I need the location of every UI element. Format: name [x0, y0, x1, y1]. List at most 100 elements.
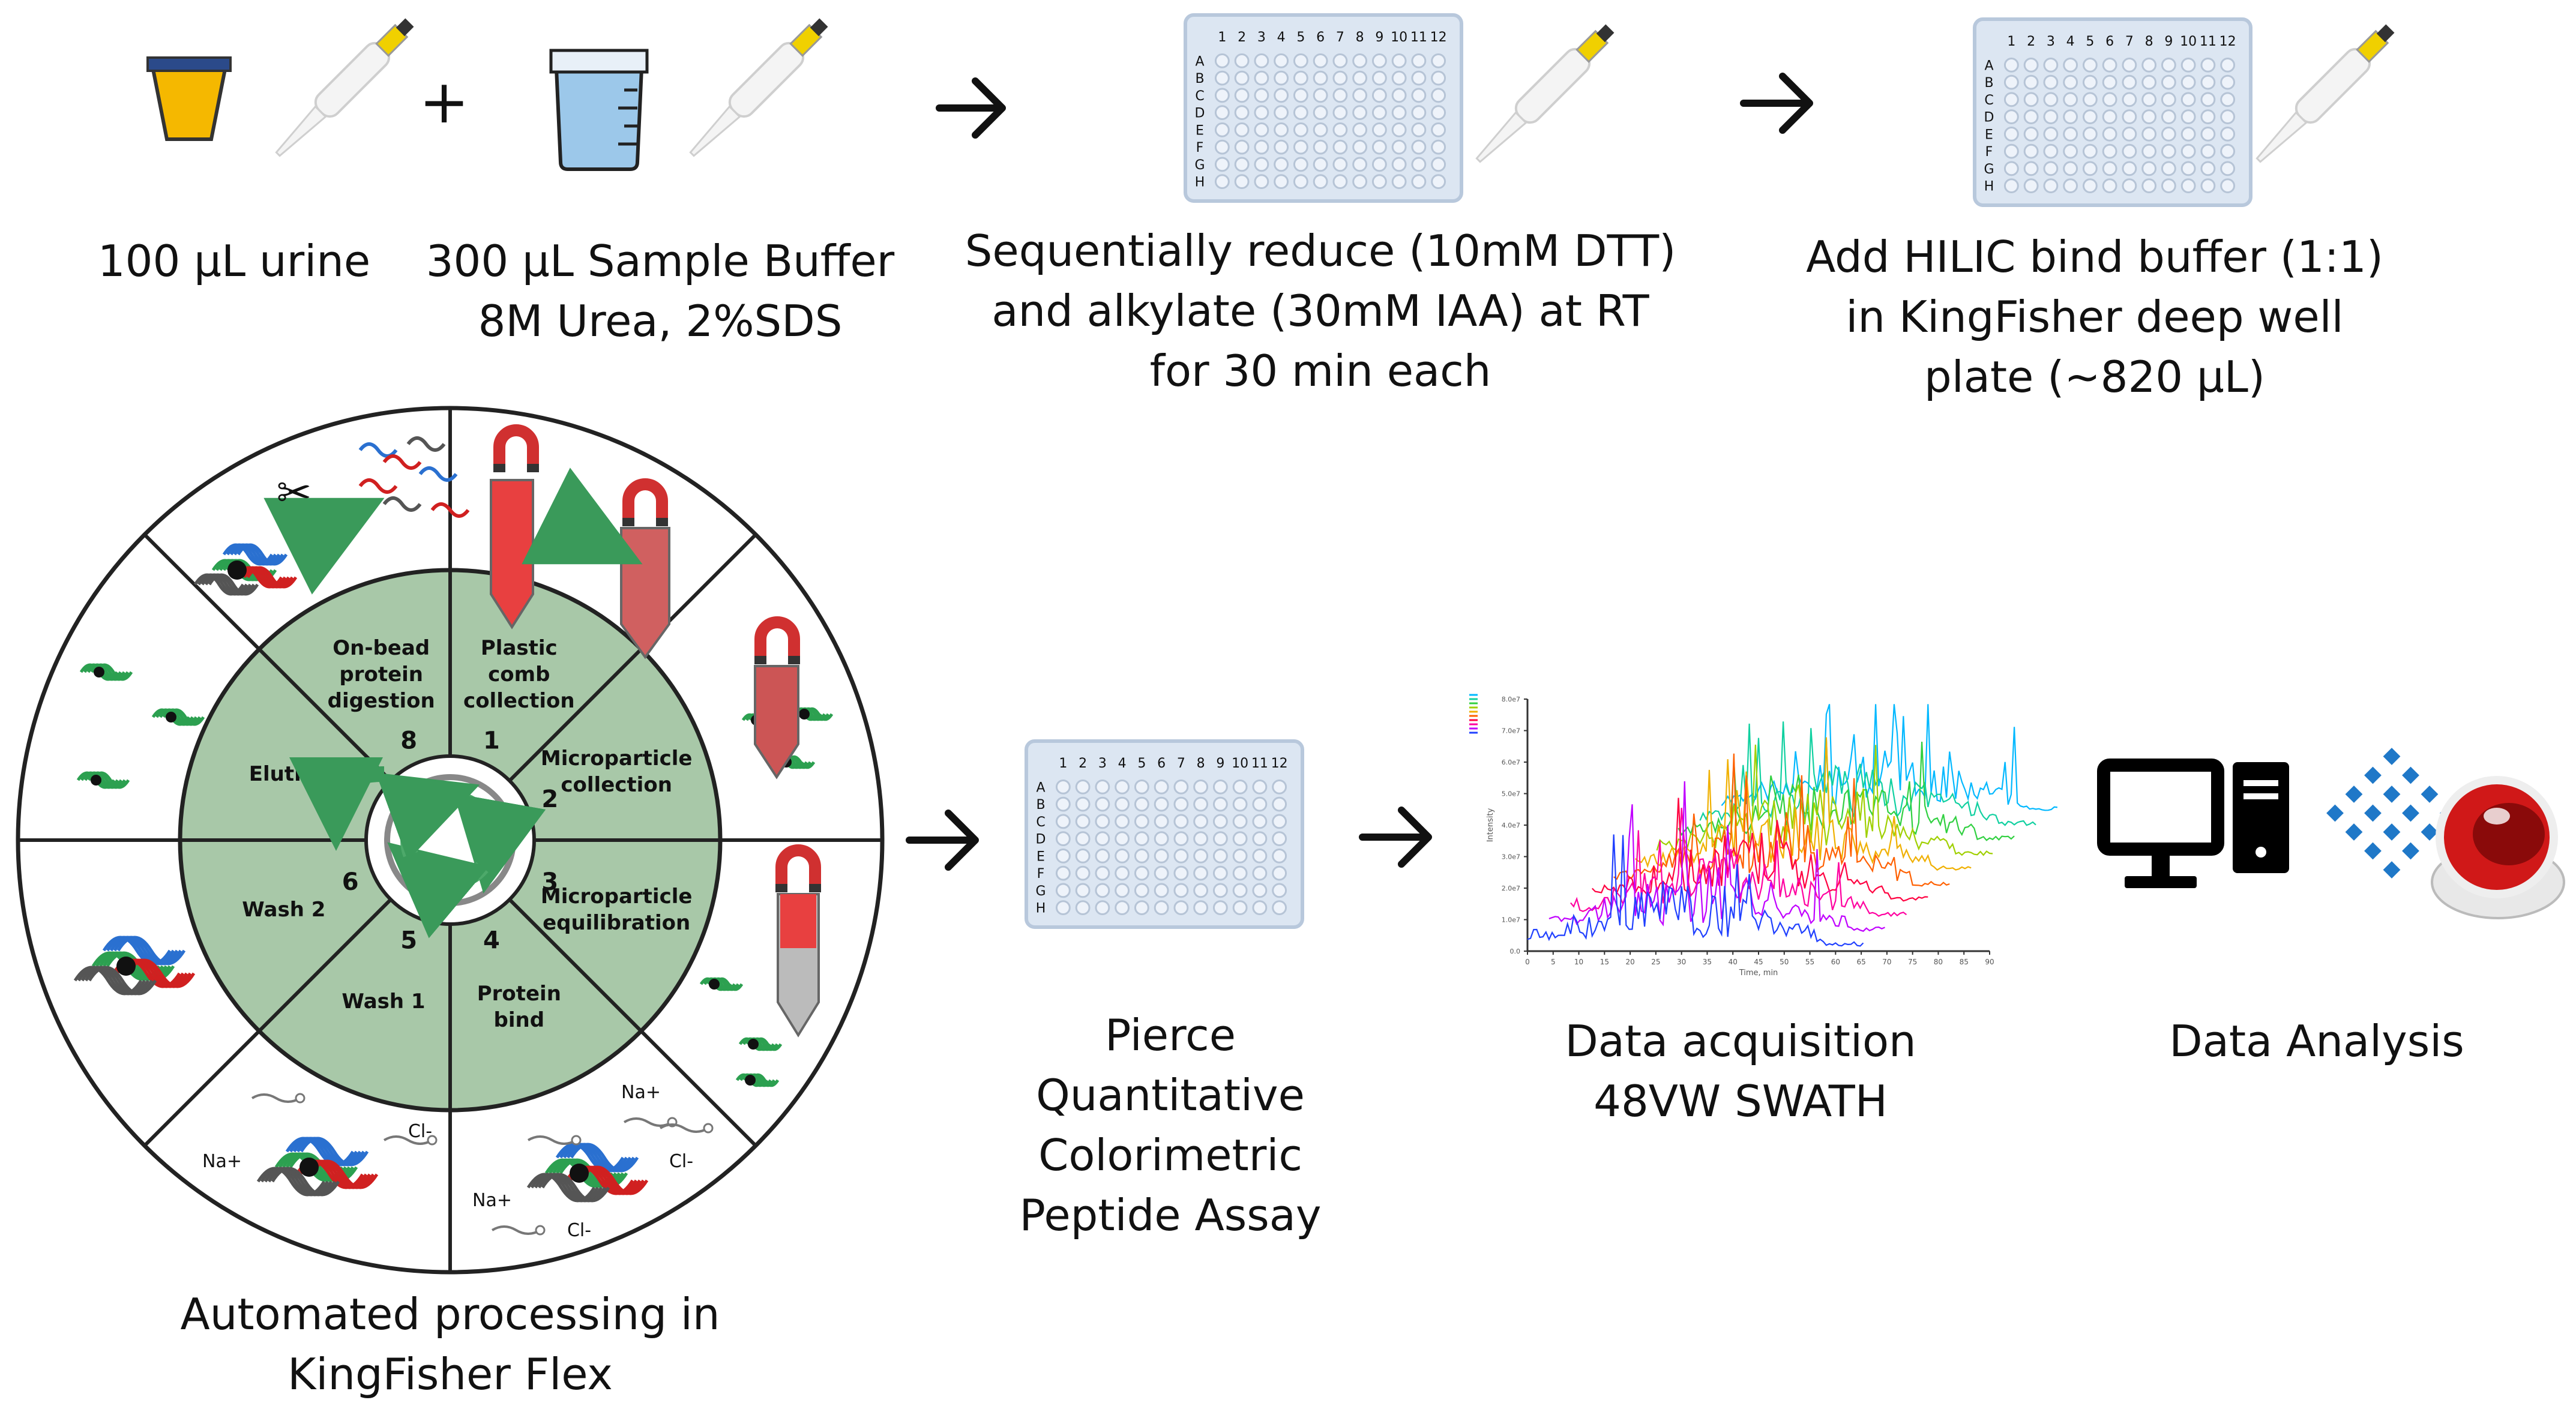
plate-well — [1332, 139, 1348, 155]
plate-well — [1371, 157, 1387, 172]
plate-well — [1252, 779, 1268, 795]
chart-y-tick-label: 7.0e7 — [1502, 727, 1520, 735]
plate-well — [1274, 105, 1289, 121]
computer-icon — [2097, 759, 2289, 888]
plate-well — [1293, 70, 1308, 86]
plate-well — [1134, 796, 1149, 812]
plate-well — [1272, 848, 1287, 864]
plate-well — [2043, 178, 2059, 194]
logo-diamond — [2421, 786, 2439, 803]
plate-well — [1371, 139, 1387, 155]
plate-well — [1134, 900, 1149, 916]
plate-row-label: C — [1195, 89, 1204, 104]
plate-well — [1431, 70, 1446, 86]
plate-well — [1313, 174, 1328, 190]
plate-well — [2082, 161, 2098, 176]
plate-well — [1154, 796, 1169, 812]
plate-well — [1293, 174, 1308, 190]
plate-well — [2161, 74, 2176, 90]
ion-label: Na+ — [621, 1082, 661, 1103]
kingfisher-caption: Automated processing in KingFisher Flex — [180, 1289, 720, 1399]
plate-well — [2220, 92, 2236, 107]
plate-column-label: 9 — [1375, 30, 1383, 45]
plate-well — [2220, 161, 2236, 176]
protein-complex-icon — [566, 1143, 636, 1173]
plate-well — [2043, 57, 2059, 73]
logo-diamond — [2345, 823, 2363, 841]
plate-row-label: F — [1985, 145, 1993, 160]
protein-cluster-icon — [91, 771, 130, 789]
plate-well — [2102, 57, 2117, 73]
plate-well — [2003, 57, 2019, 73]
plate-row-label: C — [1984, 93, 1993, 108]
plate-well — [2220, 57, 2236, 73]
plate-well — [1274, 88, 1289, 103]
plate-well — [1173, 814, 1189, 829]
chart-y-tick-label: 8.0e7 — [1502, 695, 1520, 703]
plate-well — [1431, 53, 1446, 68]
plate-well — [2003, 74, 2019, 90]
chart-y-tick-label: 2.0e7 — [1502, 885, 1520, 892]
plate-well — [1431, 174, 1446, 190]
plate-row-label: H — [1984, 179, 1994, 194]
wheel-segment-label: Plastic — [481, 636, 558, 660]
plate-well — [2141, 178, 2157, 194]
plate-well — [1134, 831, 1149, 847]
plate-well — [2141, 57, 2157, 73]
plate-column-label: 5 — [1137, 756, 1146, 771]
arrow-icon — [936, 77, 1006, 139]
plate-well — [1232, 831, 1248, 847]
plate-well — [2102, 92, 2117, 107]
plate-well — [1274, 157, 1289, 172]
recycle-arrow — [387, 842, 489, 939]
plate-well — [1173, 900, 1189, 916]
chart-y-tick-label: 1.0e7 — [1502, 916, 1520, 924]
ion-icon — [527, 1135, 577, 1145]
magnetic-bead-icon — [745, 1075, 756, 1086]
plate-well — [2220, 143, 2236, 159]
protein-complex-icon — [84, 966, 154, 996]
plate-well — [2180, 161, 2196, 176]
plate-well — [1313, 122, 1328, 137]
plate-well — [1272, 779, 1287, 795]
wheel-step-number: 3 — [541, 868, 558, 896]
plate-well — [2141, 74, 2157, 90]
plate-well — [2003, 143, 2019, 159]
plate-well — [2082, 178, 2098, 194]
chart-x-tick-label: 25 — [1651, 958, 1660, 966]
plate-well — [2161, 143, 2176, 159]
plate-row-label: E — [1196, 123, 1204, 138]
chart-x-tick-label: 55 — [1805, 958, 1814, 966]
plate-well — [1332, 70, 1348, 86]
plate-well — [2122, 126, 2137, 142]
plastic-comb-icon — [754, 665, 799, 780]
plate-well — [2122, 143, 2137, 159]
plate-well — [1214, 70, 1230, 86]
protein-cluster-icon — [166, 708, 205, 726]
plate-well — [2161, 109, 2176, 125]
plate-well — [2141, 92, 2157, 107]
plate-well — [2122, 178, 2137, 194]
plate-well — [1212, 883, 1228, 898]
plate-well — [1134, 779, 1149, 795]
plate-well — [1232, 865, 1248, 881]
plate-row-label: B — [1036, 798, 1045, 813]
plate-well — [1352, 122, 1368, 137]
plate-well — [1075, 883, 1091, 898]
plate-well — [2180, 109, 2196, 125]
logo-diamond — [2326, 804, 2344, 822]
plate-well — [1411, 70, 1427, 86]
chart-x-tick-label: 45 — [1754, 958, 1763, 966]
plate-well — [1332, 53, 1348, 68]
chart-y-tick-label: 5.0e7 — [1502, 790, 1520, 798]
kingfisher-wheel: Plasticcombcollection1Microparticlecolle… — [16, 406, 885, 1275]
plate-well — [2063, 161, 2078, 176]
reduce-alkylate-caption: Sequentially reduce (10mM DTT) and alkyl… — [964, 226, 1676, 396]
plate-well — [2063, 109, 2078, 125]
chart-x-tick-label: 15 — [1600, 958, 1609, 966]
ion-icon — [659, 1123, 709, 1133]
magnet-icon — [754, 616, 800, 657]
plate-column-label: 2 — [1079, 756, 1087, 771]
magnetic-bead-icon — [709, 979, 720, 990]
plate-well — [2003, 109, 2019, 125]
